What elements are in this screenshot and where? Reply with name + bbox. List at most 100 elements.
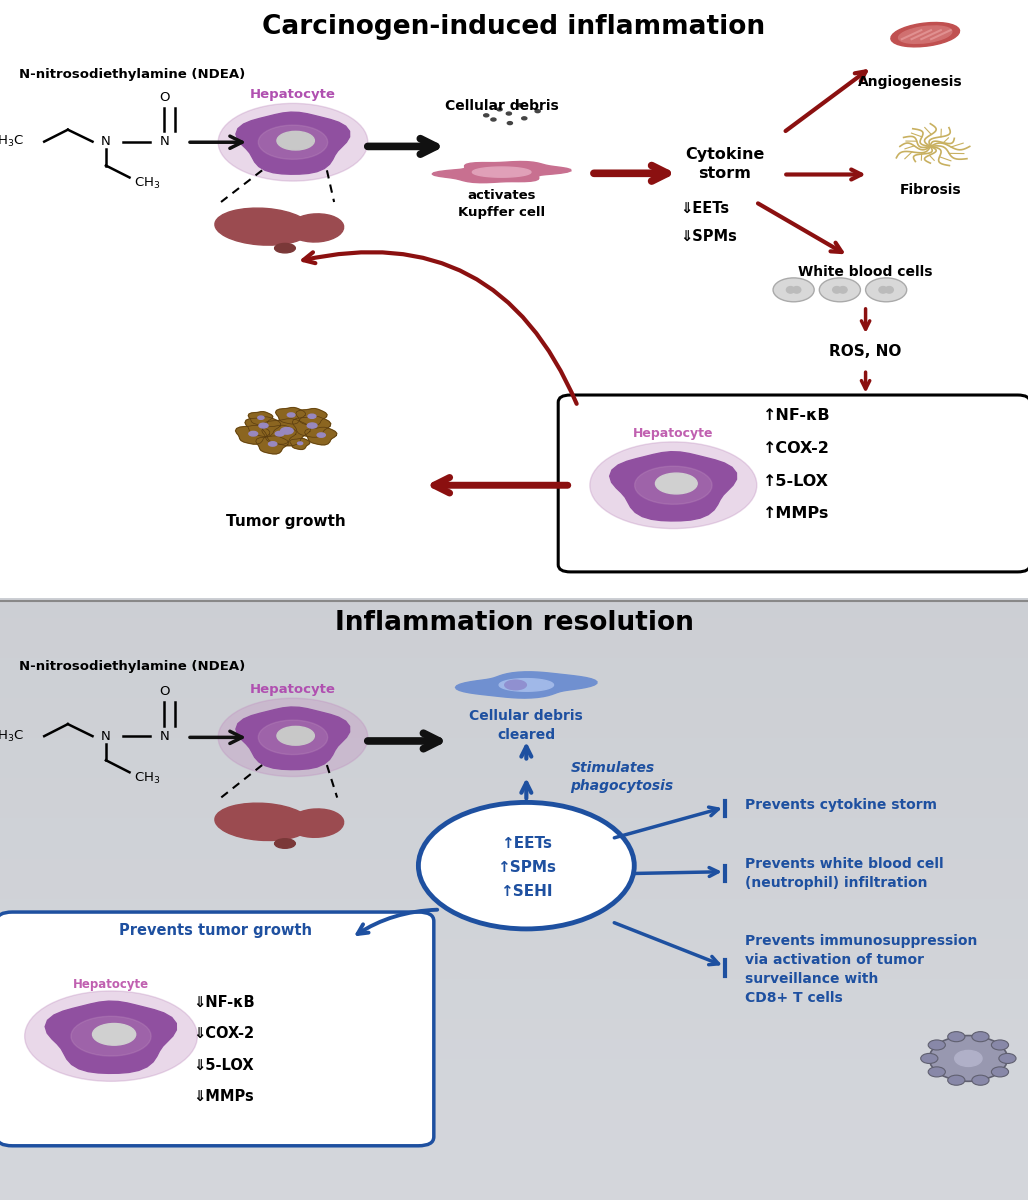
Text: Angiogenesis: Angiogenesis — [857, 76, 962, 90]
Text: ROS, NO: ROS, NO — [830, 344, 902, 359]
Ellipse shape — [297, 442, 302, 445]
Text: ↑SPMs: ↑SPMs — [497, 860, 556, 875]
Circle shape — [535, 109, 541, 113]
Text: Prevents white blood cell
(neutrophil) infiltration: Prevents white blood cell (neutrophil) i… — [745, 857, 944, 889]
Ellipse shape — [215, 803, 310, 840]
Ellipse shape — [289, 214, 343, 242]
Circle shape — [517, 103, 523, 107]
Polygon shape — [296, 409, 327, 426]
Circle shape — [928, 1040, 946, 1050]
Ellipse shape — [505, 680, 526, 690]
Ellipse shape — [879, 287, 887, 293]
Bar — [0, 1099, 1028, 1120]
Bar — [0, 718, 1028, 738]
Ellipse shape — [308, 414, 316, 419]
Ellipse shape — [268, 442, 277, 446]
Text: Prevents cytokine storm: Prevents cytokine storm — [745, 798, 938, 812]
Circle shape — [418, 803, 634, 929]
Text: Hepatocyte: Hepatocyte — [250, 88, 336, 101]
Text: Inflammation resolution: Inflammation resolution — [334, 610, 694, 636]
Ellipse shape — [590, 442, 757, 528]
Circle shape — [999, 1054, 1016, 1063]
Ellipse shape — [274, 839, 295, 848]
Polygon shape — [292, 416, 331, 437]
Text: ↑NF-κB: ↑NF-κB — [763, 408, 831, 422]
Text: ↑SEHI: ↑SEHI — [500, 884, 553, 899]
Text: White blood cells: White blood cells — [799, 265, 932, 278]
Polygon shape — [276, 408, 305, 424]
Ellipse shape — [891, 23, 959, 47]
Polygon shape — [500, 679, 553, 691]
Circle shape — [507, 112, 512, 115]
Ellipse shape — [885, 287, 893, 293]
Bar — [0, 1080, 1028, 1099]
Ellipse shape — [259, 424, 268, 428]
Circle shape — [948, 1032, 965, 1042]
Circle shape — [991, 1040, 1008, 1050]
Text: ↑MMPs: ↑MMPs — [763, 506, 830, 522]
Bar — [0, 637, 1028, 658]
Text: Tumor growth: Tumor growth — [226, 514, 345, 529]
Text: activates
Kupffer cell: activates Kupffer cell — [458, 190, 545, 220]
Bar — [0, 979, 1028, 1000]
Bar — [0, 1060, 1028, 1080]
Text: ↑5-LOX: ↑5-LOX — [763, 474, 829, 488]
Polygon shape — [235, 425, 270, 444]
Bar — [0, 798, 1028, 818]
Circle shape — [955, 1050, 982, 1067]
Polygon shape — [258, 720, 328, 755]
Text: N-nitrosodiethylamine (NDEA): N-nitrosodiethylamine (NDEA) — [19, 660, 245, 673]
Ellipse shape — [249, 431, 258, 436]
Text: ⇓COX-2: ⇓COX-2 — [193, 1026, 254, 1042]
Polygon shape — [71, 1016, 151, 1056]
Polygon shape — [256, 436, 289, 454]
Ellipse shape — [276, 431, 284, 436]
Text: ⇓EETs: ⇓EETs — [681, 200, 730, 216]
Text: Fibrosis: Fibrosis — [900, 184, 961, 197]
Circle shape — [928, 1067, 946, 1076]
Bar — [0, 1180, 1028, 1200]
Text: O: O — [159, 685, 170, 698]
Text: Prevents immunosuppression
via activation of tumor
surveillance with
CD8+ T cell: Prevents immunosuppression via activatio… — [745, 935, 978, 1006]
Bar — [0, 959, 1028, 979]
Polygon shape — [290, 438, 309, 449]
Ellipse shape — [274, 244, 295, 253]
Circle shape — [484, 114, 489, 116]
Bar — [0, 779, 1028, 798]
Text: ⇓SPMs: ⇓SPMs — [681, 228, 737, 244]
FancyBboxPatch shape — [558, 395, 1028, 572]
Bar — [0, 1160, 1028, 1180]
Text: Cellular debris: Cellular debris — [445, 100, 558, 113]
Ellipse shape — [287, 413, 295, 416]
Circle shape — [491, 118, 497, 121]
Polygon shape — [235, 112, 350, 174]
Circle shape — [929, 1036, 1007, 1081]
Text: Cellular debris
cleared: Cellular debris cleared — [470, 709, 583, 742]
Ellipse shape — [218, 698, 368, 776]
Text: Cytokine
storm: Cytokine storm — [685, 148, 765, 181]
Text: Hepatocyte: Hepatocyte — [250, 683, 336, 696]
Polygon shape — [610, 451, 736, 521]
Bar — [0, 1039, 1028, 1060]
Text: $\mathsf{H_3C}$: $\mathsf{H_3C}$ — [0, 728, 24, 744]
Ellipse shape — [898, 26, 952, 43]
Bar — [0, 878, 1028, 899]
Text: ↑EETs: ↑EETs — [501, 836, 552, 851]
Bar — [0, 618, 1028, 637]
Text: Hepatocyte: Hepatocyte — [633, 427, 713, 439]
Text: N: N — [159, 136, 170, 148]
Polygon shape — [455, 672, 597, 698]
Bar — [0, 839, 1028, 859]
Polygon shape — [258, 125, 328, 160]
Circle shape — [773, 278, 814, 301]
Polygon shape — [262, 425, 296, 444]
Polygon shape — [634, 467, 712, 504]
Ellipse shape — [839, 287, 847, 293]
Bar — [0, 818, 1028, 839]
Circle shape — [971, 1032, 989, 1042]
Bar — [0, 1120, 1028, 1140]
Bar — [0, 678, 1028, 698]
Polygon shape — [45, 1001, 177, 1073]
Ellipse shape — [277, 131, 315, 150]
Ellipse shape — [793, 287, 801, 293]
